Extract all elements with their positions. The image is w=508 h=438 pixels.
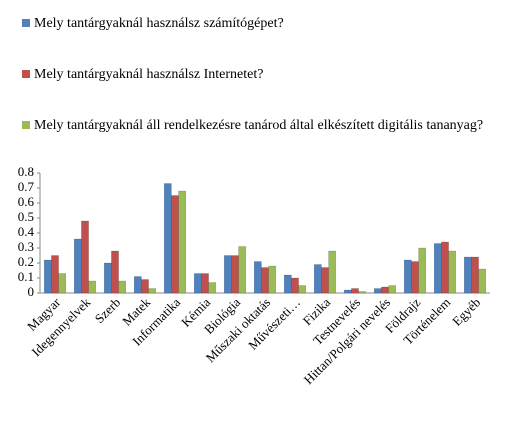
bar [418, 247, 427, 294]
bar [471, 256, 479, 294]
bar [261, 267, 269, 294]
bar [208, 282, 217, 294]
bar [313, 264, 322, 294]
bar [328, 250, 337, 294]
bar [268, 265, 277, 294]
x-tick-label: Szerb [92, 295, 124, 327]
y-tick-label: 0.3 [18, 239, 34, 254]
bar [433, 243, 442, 294]
y-tick-label: 0 [28, 284, 35, 299]
legend: Mely tantárgyaknál használsz számítógépe… [22, 14, 500, 167]
legend-swatch [22, 121, 30, 129]
bar [88, 280, 97, 294]
bar [231, 255, 239, 294]
bar [223, 255, 232, 294]
bar [283, 274, 292, 294]
bar [201, 273, 209, 294]
bar [81, 220, 89, 294]
legend-entry: Mely tantárgyaknál használsz Internetet? [22, 65, 500, 84]
bar [381, 286, 389, 294]
bar [58, 273, 67, 294]
bar [388, 285, 397, 294]
bar [441, 241, 449, 294]
bar [291, 277, 299, 294]
bar [373, 288, 382, 294]
bar [321, 267, 329, 294]
y-tick-label: 0.6 [18, 194, 35, 209]
y-tick-label: 0.5 [18, 209, 34, 224]
bar [178, 190, 187, 294]
y-tick-label: 0.7 [18, 179, 35, 194]
bar [141, 279, 149, 294]
x-tick-label: Egyéb [449, 295, 483, 329]
bar [358, 291, 367, 294]
bar [73, 238, 82, 294]
bar [298, 285, 307, 294]
legend-label: Mely tantárgyaknál használsz számítógépe… [34, 16, 284, 31]
bar [51, 255, 59, 294]
bar [238, 246, 247, 294]
bar [163, 183, 172, 294]
bar [171, 195, 179, 294]
bar [43, 259, 52, 294]
bar [448, 250, 457, 294]
bar [411, 261, 419, 294]
bar [103, 262, 112, 294]
y-tick-label: 0.4 [18, 224, 35, 239]
y-tick-label: 0.1 [18, 269, 34, 284]
bar [351, 288, 359, 294]
bar [118, 280, 127, 294]
bar [193, 273, 202, 294]
bar [463, 256, 472, 294]
legend-swatch [22, 19, 30, 27]
legend-entry: Mely tantárgyaknál használsz számítógépe… [22, 14, 500, 33]
bar [343, 289, 352, 294]
legend-label: Mely tantárgyaknál használsz Internetet? [34, 67, 264, 82]
y-tick-label: 0.2 [18, 254, 34, 269]
legend-label: Mely tantárgyaknál áll rendelkezésre tan… [34, 118, 484, 133]
y-tick-label: 0.8 [18, 164, 34, 179]
bar [403, 259, 412, 294]
bar [148, 288, 157, 294]
legend-entry: Mely tantárgyaknál áll rendelkezésre tan… [22, 116, 500, 135]
bar [253, 261, 262, 294]
bar [478, 268, 487, 294]
bar [111, 250, 119, 294]
bar [133, 276, 142, 294]
legend-swatch [22, 70, 30, 78]
